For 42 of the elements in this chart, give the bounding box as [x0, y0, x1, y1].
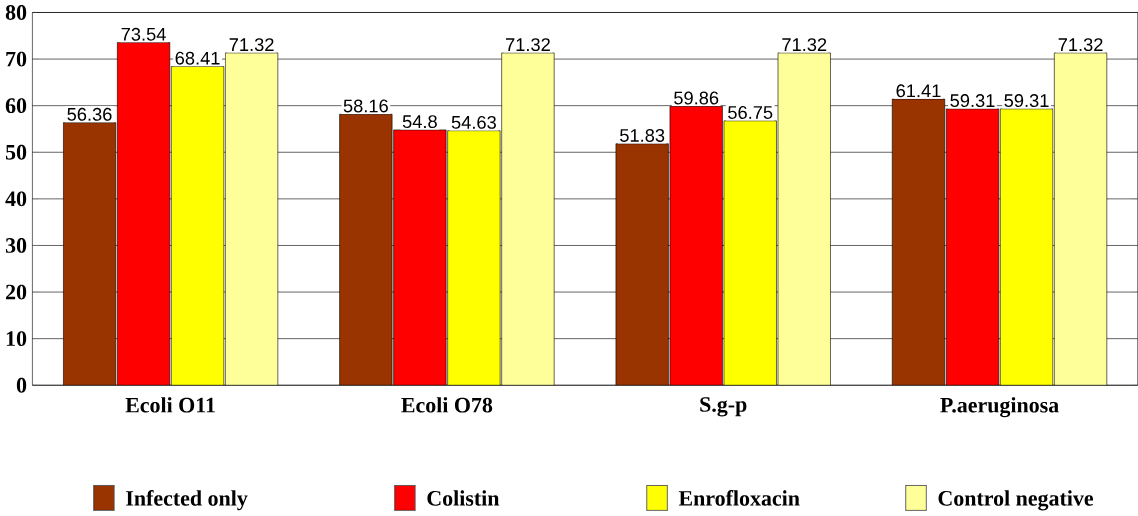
y-tick-label: 10 — [6, 331, 27, 347]
data-label: 54.8 — [402, 115, 437, 129]
legend-label: Enrofloxacin — [678, 490, 800, 506]
y-tick-label: 0 — [16, 377, 27, 393]
bar — [777, 52, 831, 386]
y-tick-label: 40 — [5, 191, 27, 207]
data-label: 68.41 — [175, 51, 220, 65]
x-tick-label: Ecoli O11 — [125, 397, 215, 413]
x-tick-label: Ecoli O78 — [401, 397, 493, 413]
y-tick-label: 80 — [5, 5, 27, 20]
data-label: 56.75 — [728, 106, 773, 120]
data-label: 59.31 — [1004, 94, 1049, 108]
data-label: 58.16 — [343, 99, 388, 113]
data-label: 61.41 — [896, 84, 941, 98]
y-tick-label: 20 — [6, 284, 27, 300]
data-label: 59.86 — [674, 91, 719, 105]
y-tick-label: 70 — [6, 51, 27, 67]
data-label: 71.32 — [229, 38, 274, 52]
x-tick-label: S.g-p — [700, 397, 747, 417]
data-label: 71.32 — [782, 38, 827, 52]
data-label: 56.36 — [67, 107, 112, 121]
y-tick-label: 30 — [5, 238, 27, 253]
data-label: 51.83 — [620, 129, 665, 143]
bar — [447, 130, 501, 386]
y-tick-label: 50 — [5, 144, 27, 160]
legend-label: Infected only — [126, 490, 248, 511]
bar — [1054, 52, 1108, 386]
legend-label: Control negative — [938, 490, 1094, 511]
data-label: 59.31 — [950, 94, 995, 108]
bar — [723, 120, 777, 386]
data-label: 73.54 — [121, 27, 166, 41]
data-label: 71.32 — [1058, 38, 1103, 52]
bar — [615, 143, 669, 386]
y-tick-label: 60 — [5, 98, 27, 114]
bar — [501, 52, 555, 386]
bar — [891, 98, 946, 386]
bar — [62, 122, 117, 386]
data-label: 54.63 — [451, 116, 496, 129]
x-tick-label: P.aeruginosa — [940, 397, 1059, 418]
legend-label: Colistin — [427, 490, 500, 506]
data-label: 71.32 — [505, 38, 550, 52]
bar — [225, 52, 279, 386]
